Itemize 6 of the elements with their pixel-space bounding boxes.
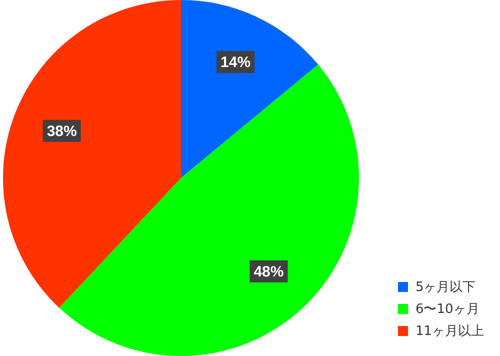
legend-label: 5ヶ月以下	[415, 279, 476, 296]
legend-label: 6〜10ヶ月	[415, 301, 480, 318]
data-label: 14%	[220, 54, 251, 72]
data-label: 38%	[46, 122, 77, 140]
data-label: 48%	[254, 264, 284, 281]
legend-label: 11ヶ月以上	[415, 323, 484, 340]
